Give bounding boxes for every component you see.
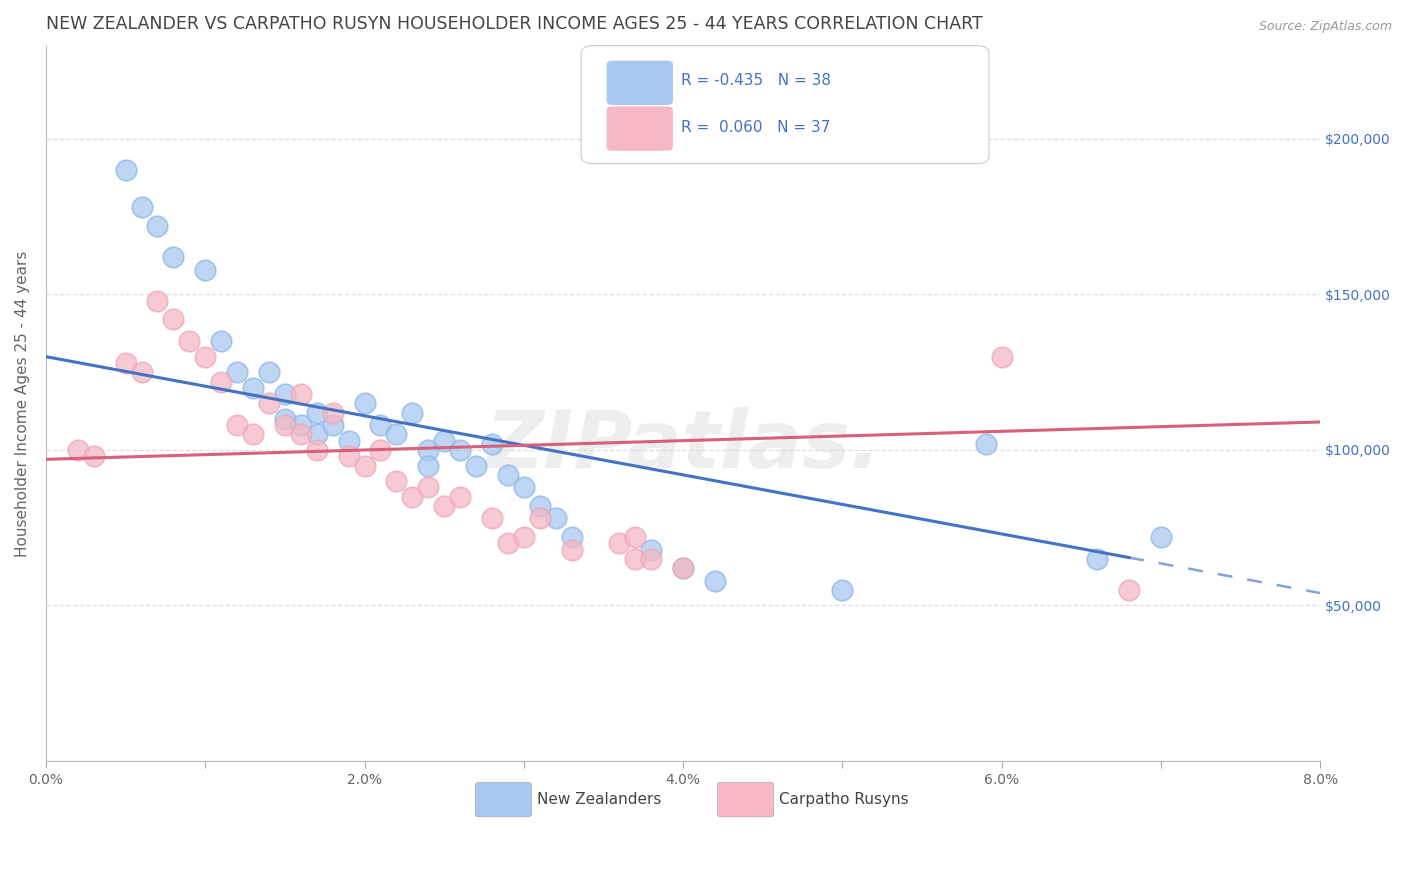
- Point: [353, 396, 375, 410]
- Point: [831, 582, 853, 597]
- Point: [305, 442, 328, 457]
- FancyBboxPatch shape: [606, 106, 673, 151]
- Point: [290, 418, 312, 433]
- Point: [242, 381, 264, 395]
- Point: [146, 293, 169, 308]
- Point: [385, 474, 408, 488]
- Point: [401, 406, 423, 420]
- Point: [640, 551, 662, 566]
- Point: [433, 434, 456, 448]
- Point: [624, 551, 647, 566]
- Point: [401, 490, 423, 504]
- Point: [257, 365, 280, 379]
- Point: [1118, 582, 1140, 597]
- Point: [274, 418, 297, 433]
- Point: [990, 350, 1012, 364]
- FancyBboxPatch shape: [581, 45, 988, 164]
- Point: [337, 434, 360, 448]
- Point: [449, 442, 471, 457]
- Point: [496, 467, 519, 482]
- Point: [513, 530, 536, 544]
- Point: [481, 436, 503, 450]
- Point: [209, 334, 232, 348]
- Point: [322, 406, 344, 420]
- Text: R = -0.435   N = 38: R = -0.435 N = 38: [681, 72, 831, 87]
- Point: [433, 499, 456, 513]
- Point: [561, 542, 583, 557]
- FancyBboxPatch shape: [475, 782, 531, 817]
- Point: [209, 375, 232, 389]
- Text: ZIPatlas.: ZIPatlas.: [485, 408, 882, 485]
- Point: [114, 163, 136, 178]
- Point: [974, 436, 997, 450]
- Point: [609, 536, 631, 550]
- Point: [226, 418, 249, 433]
- Point: [672, 561, 695, 575]
- FancyBboxPatch shape: [606, 61, 673, 105]
- Point: [1150, 530, 1173, 544]
- Point: [66, 442, 89, 457]
- Point: [513, 480, 536, 494]
- FancyBboxPatch shape: [717, 782, 773, 817]
- Text: R =  0.060   N = 37: R = 0.060 N = 37: [681, 120, 830, 135]
- Point: [290, 387, 312, 401]
- Point: [146, 219, 169, 233]
- Point: [640, 542, 662, 557]
- Point: [561, 530, 583, 544]
- Point: [274, 412, 297, 426]
- Point: [481, 511, 503, 525]
- Point: [179, 334, 201, 348]
- Point: [465, 458, 488, 473]
- Point: [529, 499, 551, 513]
- Point: [337, 449, 360, 463]
- Point: [162, 312, 184, 326]
- Point: [162, 250, 184, 264]
- Point: [305, 427, 328, 442]
- Point: [83, 449, 105, 463]
- Point: [226, 365, 249, 379]
- Point: [449, 490, 471, 504]
- Text: New Zealanders: New Zealanders: [537, 792, 661, 807]
- Point: [242, 427, 264, 442]
- Point: [370, 442, 392, 457]
- Text: Carpatho Rusyns: Carpatho Rusyns: [779, 792, 908, 807]
- Point: [305, 406, 328, 420]
- Point: [529, 511, 551, 525]
- Point: [672, 561, 695, 575]
- Point: [114, 356, 136, 370]
- Point: [418, 442, 440, 457]
- Y-axis label: Householder Income Ages 25 - 44 years: Householder Income Ages 25 - 44 years: [15, 250, 30, 557]
- Point: [257, 396, 280, 410]
- Point: [194, 262, 217, 277]
- Point: [131, 201, 153, 215]
- Point: [194, 350, 217, 364]
- Point: [418, 458, 440, 473]
- Point: [1085, 551, 1108, 566]
- Text: Source: ZipAtlas.com: Source: ZipAtlas.com: [1258, 20, 1392, 33]
- Point: [274, 387, 297, 401]
- Point: [385, 427, 408, 442]
- Point: [353, 458, 375, 473]
- Point: [544, 511, 567, 525]
- Point: [418, 480, 440, 494]
- Point: [322, 418, 344, 433]
- Point: [624, 530, 647, 544]
- Point: [496, 536, 519, 550]
- Point: [370, 418, 392, 433]
- Text: NEW ZEALANDER VS CARPATHO RUSYN HOUSEHOLDER INCOME AGES 25 - 44 YEARS CORRELATIO: NEW ZEALANDER VS CARPATHO RUSYN HOUSEHOL…: [46, 15, 983, 33]
- Point: [704, 574, 727, 588]
- Point: [131, 365, 153, 379]
- Point: [290, 427, 312, 442]
